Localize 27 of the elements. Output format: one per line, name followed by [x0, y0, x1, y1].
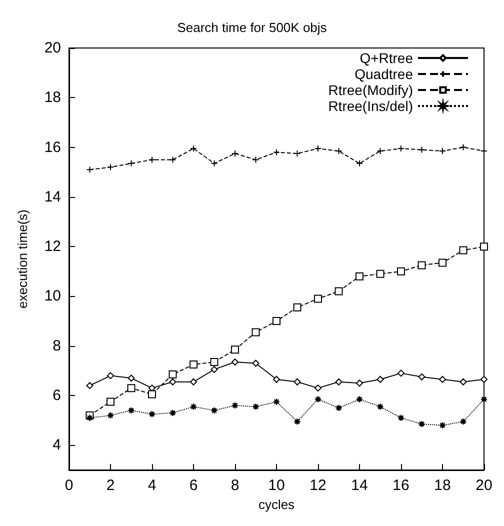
legend-label: Rtree(Modify): [328, 82, 413, 98]
x-tick-label: 10: [268, 477, 285, 494]
y-tick-label: 20: [44, 40, 61, 56]
y-tick-label: 14: [44, 188, 61, 206]
x-tick-label: 16: [392, 477, 410, 494]
x-tick-label: 20: [476, 477, 492, 494]
x-tick-label: 4: [148, 477, 156, 494]
x-tick-label: 8: [230, 477, 240, 494]
x-tick-label: 18: [434, 477, 451, 494]
chart-title: Search time for 500K objs: [177, 20, 328, 35]
x-tick-label: 6: [189, 477, 198, 494]
y-tick-label: 16: [44, 138, 61, 156]
legend-label: Q+Rtree: [360, 50, 414, 66]
y-tick-label: 10: [44, 288, 61, 305]
y-tick-label: 12: [44, 238, 61, 256]
legend-label: Quadtree: [354, 66, 414, 82]
legend-label: Rtree(Ins/del): [328, 98, 413, 114]
x-tick-label: 12: [310, 477, 326, 494]
y-tick-label: 4: [52, 436, 61, 454]
y-tick-label: 8: [52, 337, 61, 354]
x-axis-title: cycles: [258, 497, 296, 512]
x-tick-label: 0: [64, 477, 74, 494]
y-axis-title: execution time(s): [15, 210, 30, 308]
x-tick-label: 14: [351, 477, 368, 494]
y-tick-label: 18: [44, 89, 61, 106]
x-tick-label: 2: [106, 477, 115, 494]
y-tick-label: 6: [52, 387, 61, 404]
